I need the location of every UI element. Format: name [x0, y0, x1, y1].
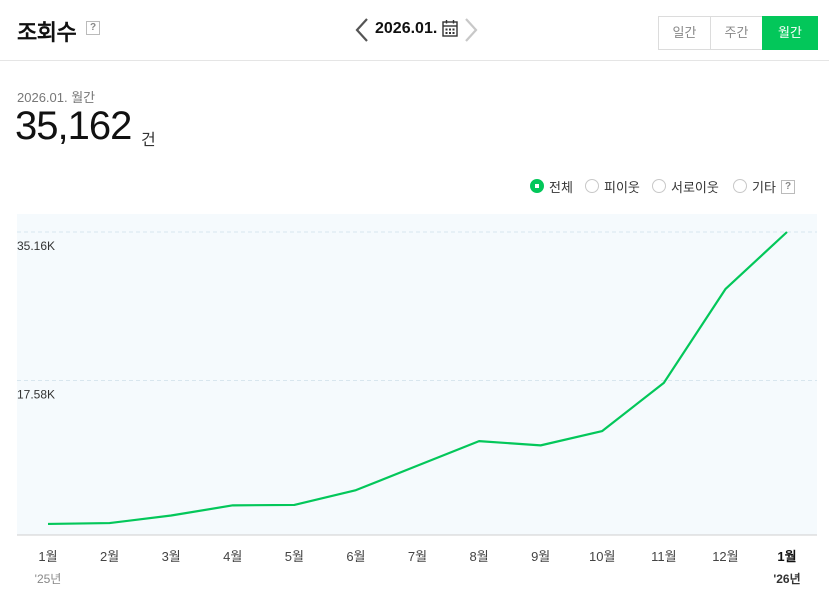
- period-label: 2026.01. 월간: [17, 90, 96, 105]
- data-point[interactable]: [289, 500, 299, 510]
- radio-etc[interactable]: [733, 179, 747, 193]
- year-label: '25년: [35, 572, 62, 586]
- data-point[interactable]: [720, 284, 730, 294]
- total-unit: 건: [141, 132, 156, 149]
- y-tick-label: 35.16K: [17, 239, 55, 253]
- x-tick-label: 5월: [285, 549, 304, 564]
- radio-neighbor[interactable]: [585, 179, 599, 193]
- radio-mutual[interactable]: [652, 179, 666, 193]
- plot-background: [17, 214, 817, 535]
- data-point[interactable]: [105, 518, 115, 528]
- x-tick-label: 8월: [469, 549, 488, 564]
- x-tick-label: 6월: [346, 549, 365, 564]
- x-tick-label: 12월: [712, 549, 738, 564]
- x-tick-label: 4월: [223, 549, 242, 564]
- x-tick-label: 1월: [38, 549, 57, 564]
- legend-label-all: 전체: [549, 179, 573, 195]
- total-views: 35,162: [15, 104, 132, 148]
- legend-item-mutual[interactable]: 서로이웃: [652, 177, 719, 195]
- tab-monthly[interactable]: 월간: [762, 16, 818, 50]
- data-point[interactable]: [597, 426, 607, 436]
- x-tick-label: 11월: [651, 549, 676, 564]
- chevron-left-icon[interactable]: [352, 16, 372, 44]
- x-tick-label: 9월: [531, 549, 550, 564]
- legend-item-neighbor[interactable]: 피이웃: [585, 177, 640, 195]
- legend-label-etc: 기타: [752, 179, 776, 195]
- date-label: 2026.01.: [375, 20, 438, 37]
- data-point[interactable]: [782, 227, 792, 237]
- data-point[interactable]: [166, 510, 176, 520]
- page-title: 조회수: [17, 20, 77, 45]
- data-point[interactable]: [43, 519, 53, 529]
- x-tick-label: 3월: [162, 549, 181, 564]
- x-tick-label: 2월: [100, 549, 119, 564]
- x-tick-label: 1월: [777, 549, 796, 564]
- tab-daily[interactable]: 일간: [658, 16, 711, 50]
- legend-label-mutual: 서로이웃: [671, 179, 719, 195]
- x-tick-label: 10월: [589, 549, 615, 564]
- x-tick-label: 7월: [408, 549, 427, 564]
- data-point[interactable]: [536, 440, 546, 450]
- help-icon[interactable]: ?: [781, 180, 795, 194]
- data-point[interactable]: [351, 485, 361, 495]
- calendar-icon[interactable]: [442, 19, 458, 37]
- header: 조회수 ? 2026.01. 일간 주간 월간: [0, 0, 829, 61]
- help-icon[interactable]: ?: [86, 21, 100, 35]
- data-point[interactable]: [228, 500, 238, 510]
- series-line: [47, 231, 788, 526]
- chevron-right-icon[interactable]: [461, 16, 481, 44]
- year-label: '26년: [773, 572, 800, 586]
- data-point[interactable]: [413, 461, 423, 471]
- legend-item-etc[interactable]: 기타: [733, 177, 776, 195]
- y-tick-label: 17.58K: [17, 388, 55, 402]
- data-point[interactable]: [659, 378, 669, 388]
- data-point[interactable]: [474, 436, 484, 446]
- legend-label-neighbor: 피이웃: [604, 179, 640, 195]
- radio-all[interactable]: [530, 179, 544, 193]
- legend-item-all[interactable]: 전체: [530, 177, 573, 195]
